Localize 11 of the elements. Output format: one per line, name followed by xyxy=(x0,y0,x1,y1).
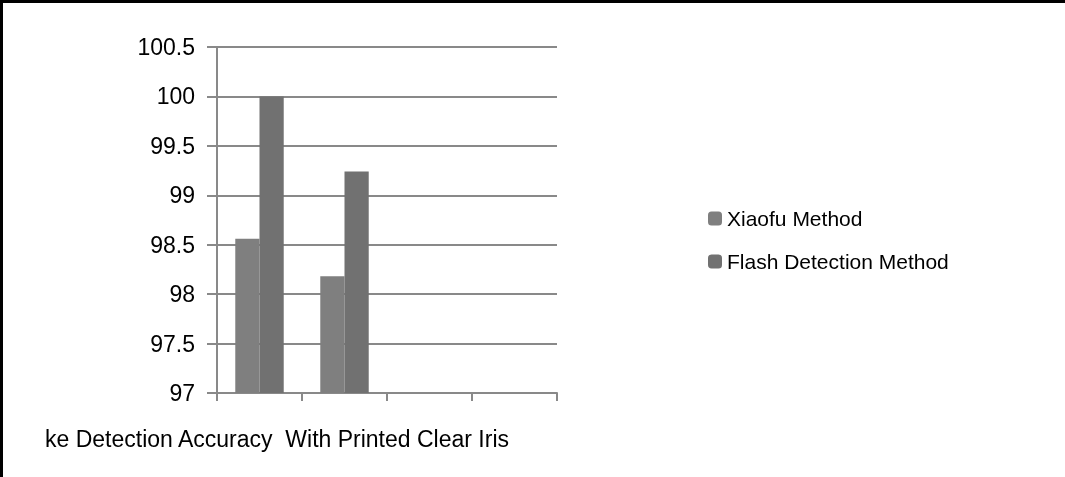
y-tick-label: 100 xyxy=(156,83,195,110)
y-tick-label: 99.5 xyxy=(150,132,195,159)
legend-label: Xiaofu Method xyxy=(727,207,863,230)
legend-label: Flash Detection Method xyxy=(727,250,949,273)
y-tick-label: 98 xyxy=(169,281,195,308)
y-tick-label: 100.5 xyxy=(137,34,195,60)
y-tick-label: 99 xyxy=(169,182,195,209)
y-tick-label: 97 xyxy=(169,380,195,406)
x-axis-title: ke Detection Accuracy With Printed Clear Iris xyxy=(45,425,509,452)
y-tick-label: 97.5 xyxy=(150,330,195,357)
y-tick-label: 98.5 xyxy=(150,231,195,258)
